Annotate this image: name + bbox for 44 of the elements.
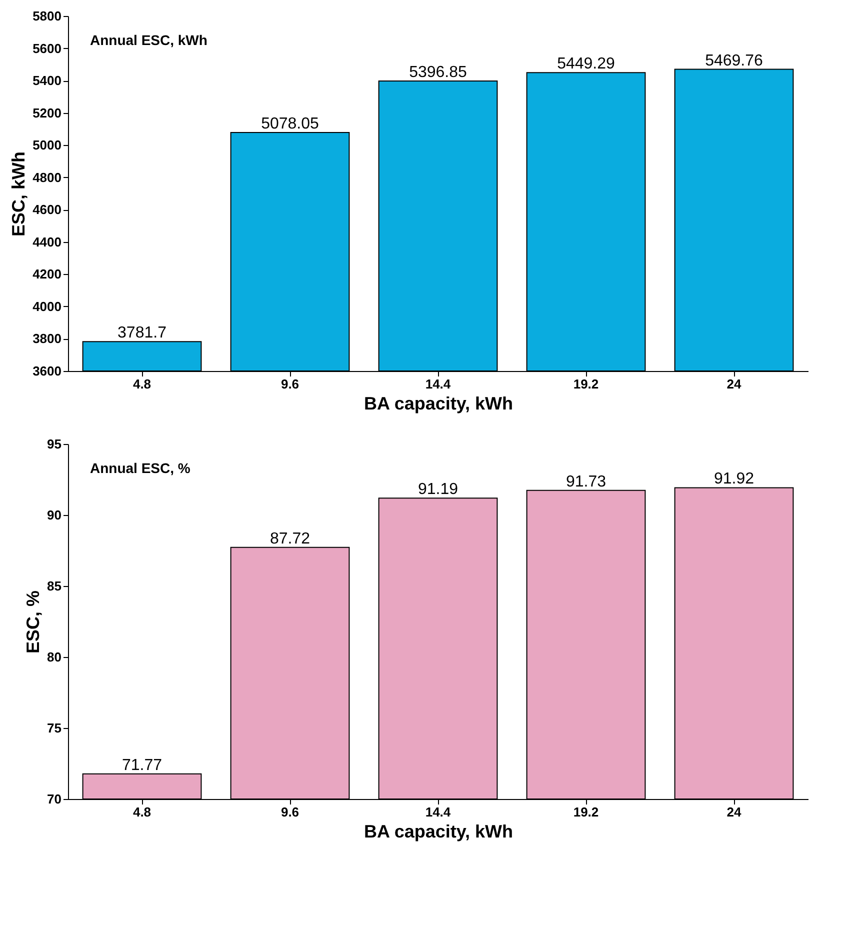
data-label: 71.77 <box>122 756 162 774</box>
data-label: 3781.7 <box>118 324 167 342</box>
x-axis-title: BA capacity, kWh <box>364 394 514 414</box>
x-tick-label: 14.4 <box>425 376 452 392</box>
data-label: 5449.29 <box>557 56 616 73</box>
data-label: 5469.76 <box>705 52 764 70</box>
data-label: 91.73 <box>566 473 606 490</box>
y-tick-label: 85 <box>47 578 62 594</box>
x-tick-label: 9.6 <box>280 376 300 392</box>
x-tick-label: 9.6 <box>280 804 300 820</box>
x-tick-label: 4.8 <box>132 376 152 392</box>
y-tick-label: 5400 <box>32 73 62 88</box>
y-tick-label: 75 <box>47 720 62 736</box>
x-tick-label: 14.4 <box>425 804 452 820</box>
x-tick-label: 19.2 <box>573 376 599 392</box>
y-tick-label: 4800 <box>32 170 62 185</box>
y-axis-title: ESC, kWh <box>8 151 29 237</box>
data-label: 87.72 <box>270 530 310 548</box>
annotation: Annual ESC, % <box>90 460 191 476</box>
y-tick-label: 5000 <box>32 138 62 153</box>
data-label: 91.92 <box>714 470 754 488</box>
x-tick-label: 19.2 <box>573 804 599 820</box>
y-tick-label: 4600 <box>32 202 62 218</box>
y-tick-label: 5800 <box>32 8 62 24</box>
data-label: 5396.85 <box>409 64 468 82</box>
y-tick-label: 4200 <box>32 266 62 282</box>
x-tick-label: 4.8 <box>132 804 152 820</box>
y-tick-label: 5200 <box>32 105 62 120</box>
y-tick-label: 4000 <box>32 298 62 314</box>
y-tick-label: 70 <box>47 792 62 806</box>
data-label: 5078.05 <box>261 115 320 132</box>
y-tick-label: 80 <box>47 650 62 664</box>
x-tick-label: 24 <box>726 804 742 820</box>
y-tick-label: 3800 <box>32 331 62 346</box>
data-label: 91.19 <box>418 481 458 498</box>
y-tick-label: 4400 <box>32 234 62 250</box>
y-tick-label: 3600 <box>32 364 62 378</box>
y-tick-label: 5600 <box>32 40 62 56</box>
x-axis-title: BA capacity, kWh <box>364 822 514 842</box>
y-tick-label: 95 <box>47 436 62 452</box>
x-tick-label: 24 <box>726 376 742 392</box>
annotation: Annual ESC, kWh <box>90 32 208 48</box>
y-tick-label: 90 <box>47 508 62 522</box>
y-axis-title: ESC, % <box>23 590 44 654</box>
